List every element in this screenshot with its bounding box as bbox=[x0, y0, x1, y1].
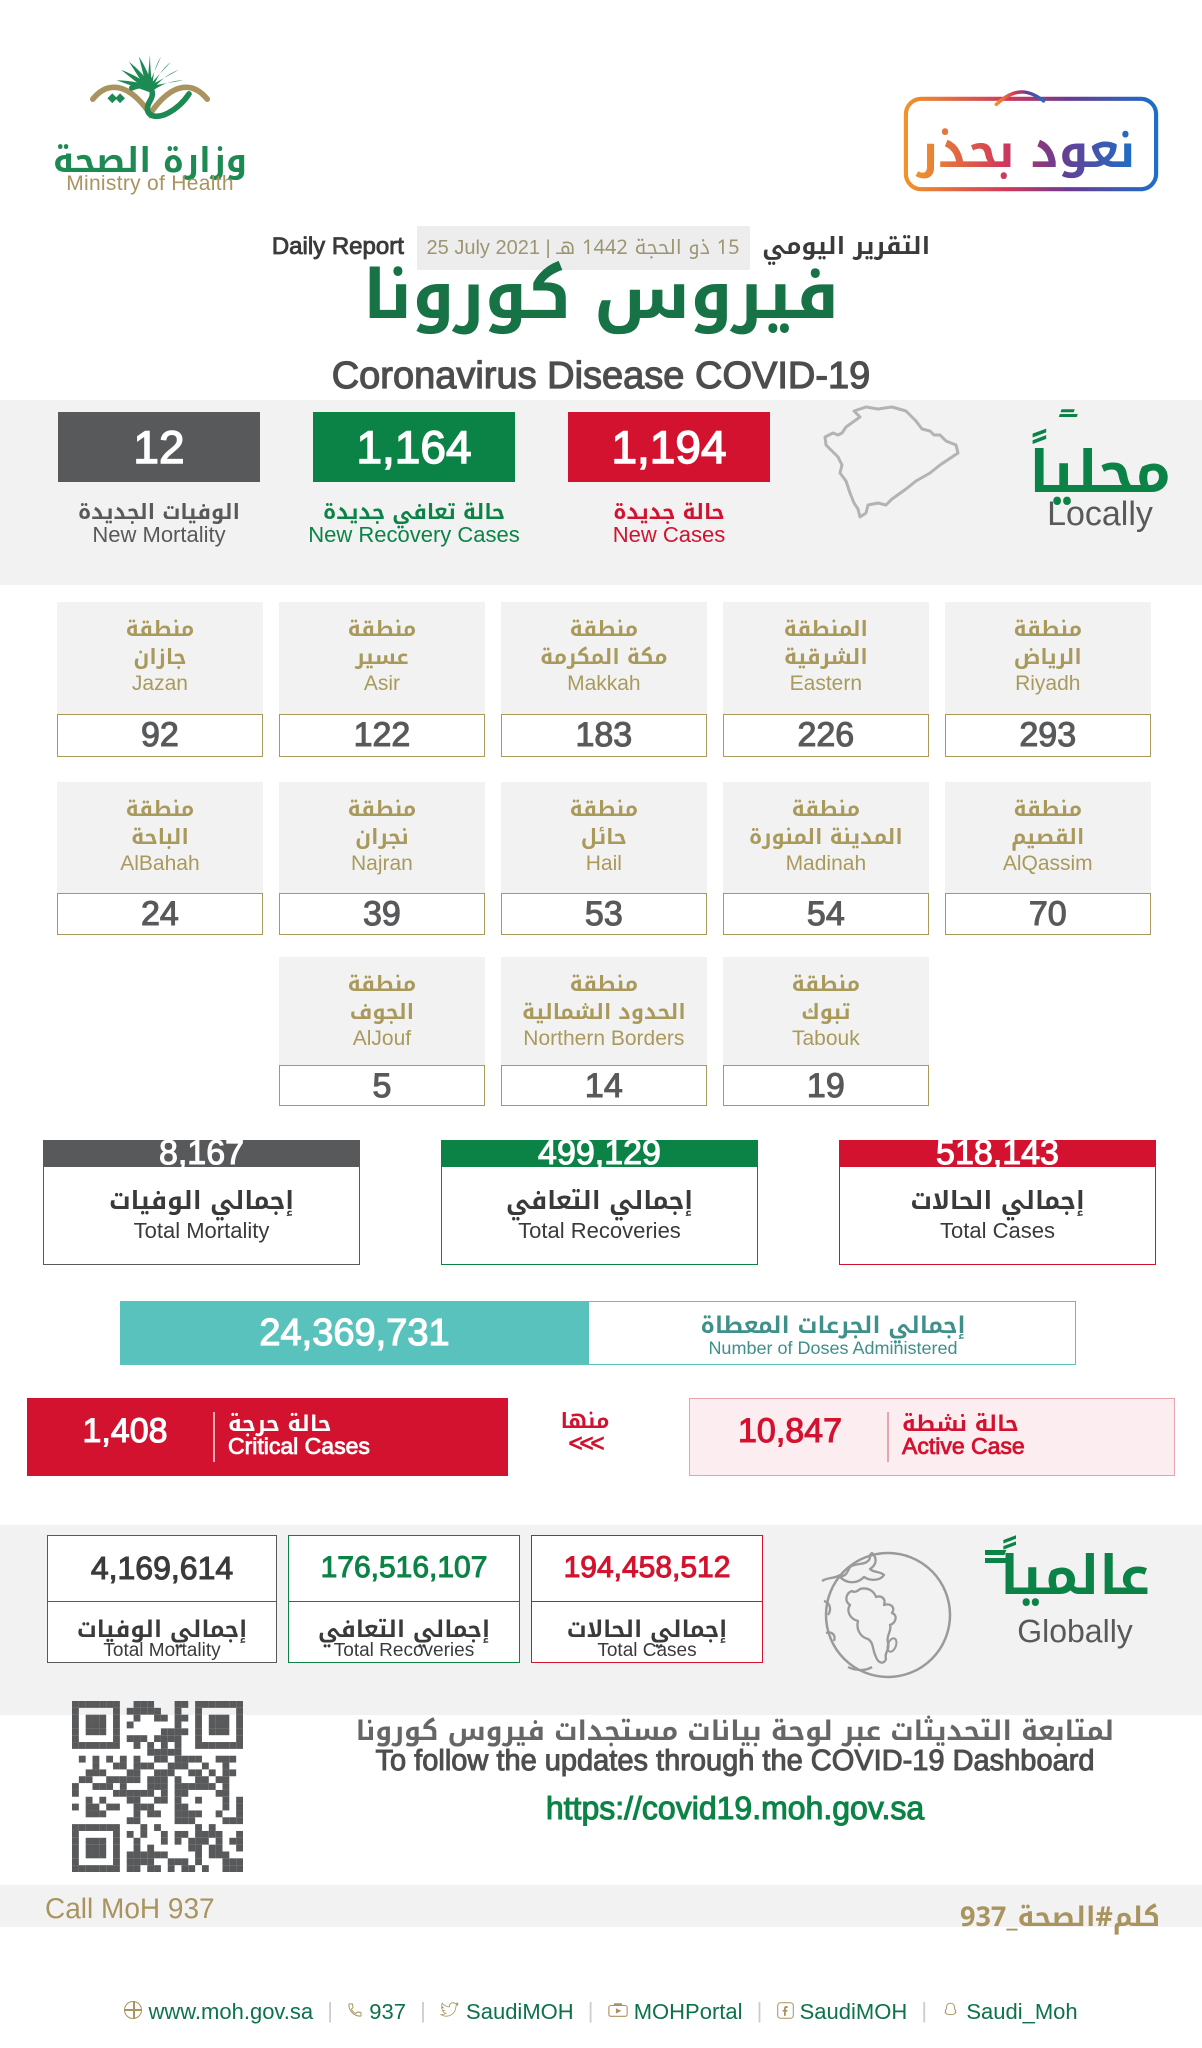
svg-text:نعود بحذر: نعود بحذر bbox=[915, 107, 1135, 197]
